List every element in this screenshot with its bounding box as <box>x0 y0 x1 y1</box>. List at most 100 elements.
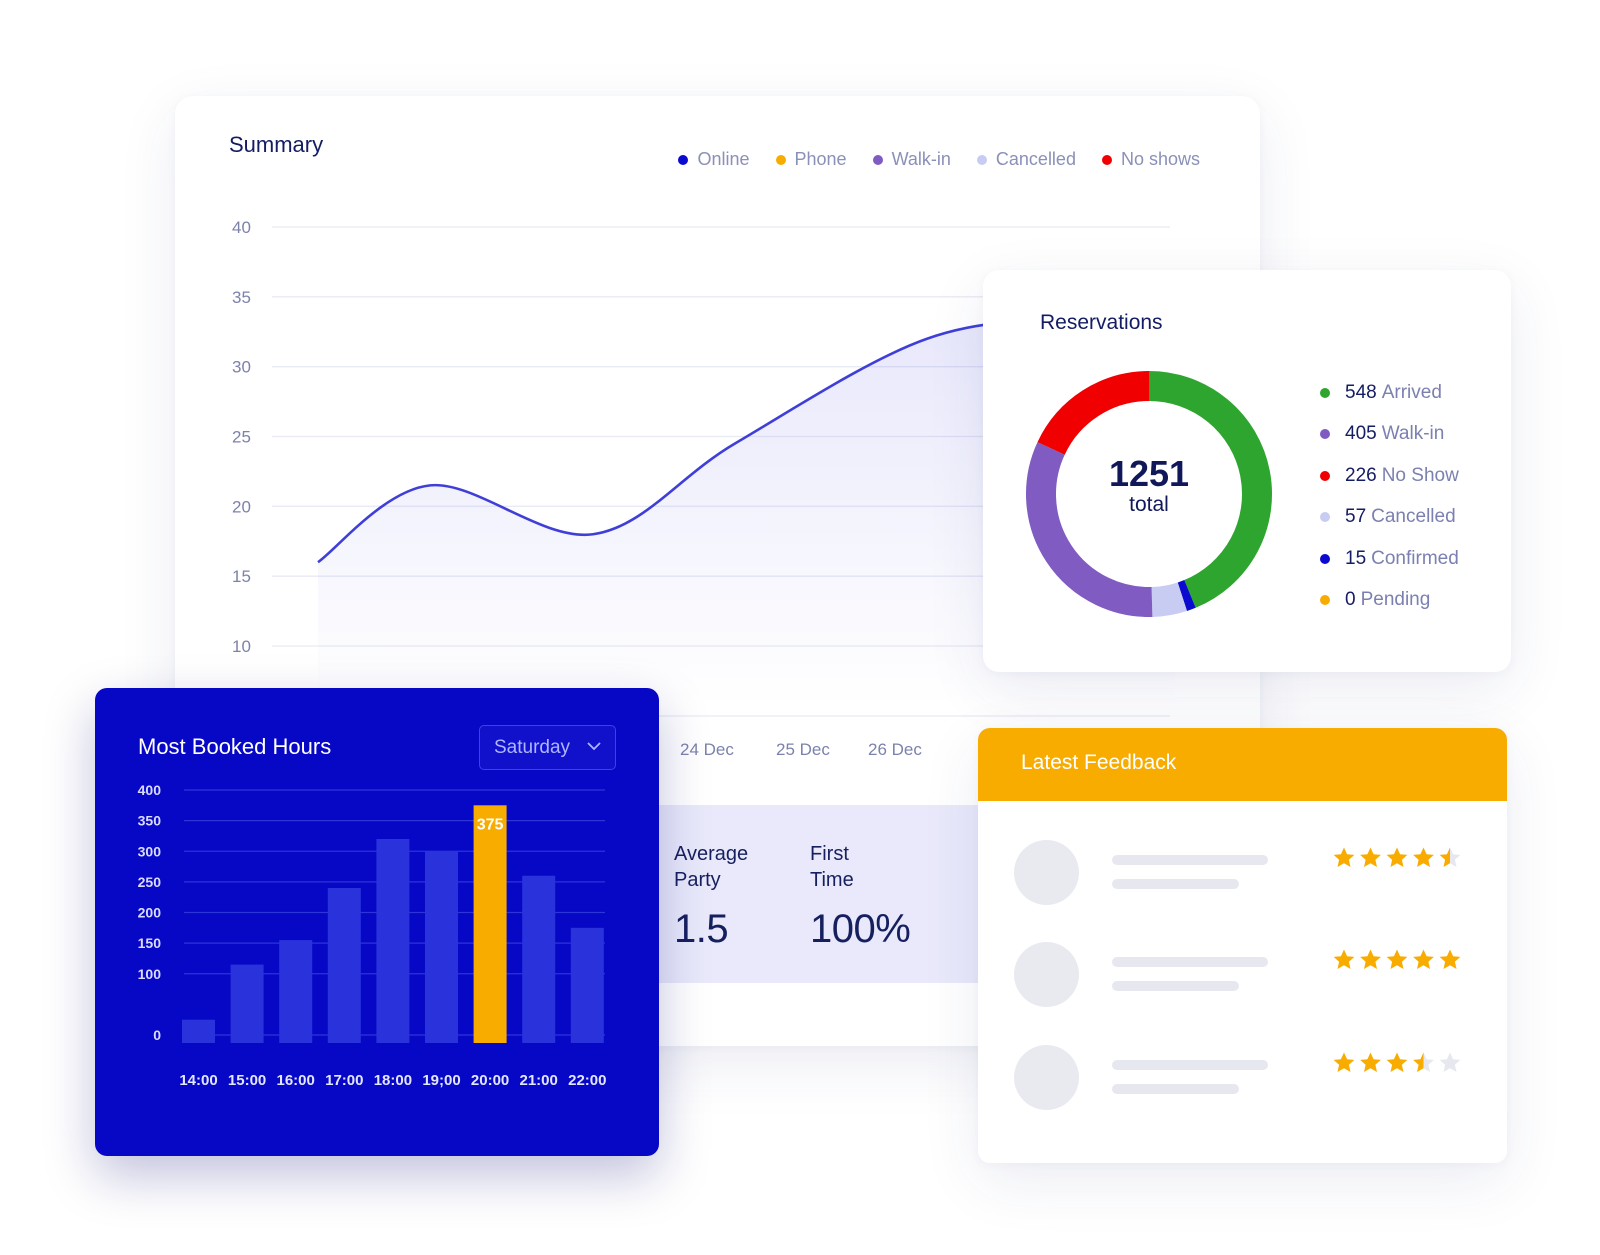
donut-slice-cancelled[interactable] <box>1151 582 1187 617</box>
star-icon <box>1386 949 1408 969</box>
reservations-title: Reservations <box>1040 311 1163 334</box>
reservation-count: 226 <box>1345 464 1377 486</box>
reservation-count: 57 <box>1345 506 1367 528</box>
star-icon <box>1413 847 1434 867</box>
y-tick-label: 15 <box>232 567 251 586</box>
legend-label: Online <box>697 149 750 169</box>
legend-dot-icon <box>872 154 883 165</box>
legend-item-cancelled[interactable]: Cancelled <box>976 149 1076 170</box>
legend-item-online[interactable]: Online <box>678 149 750 170</box>
feedback-item[interactable] <box>978 942 1507 1022</box>
legend-label: Walk-in <box>891 149 951 169</box>
text-placeholder-line <box>1112 879 1239 889</box>
legend-item-walk-in[interactable]: Walk-in <box>872 149 951 170</box>
star-icon <box>1439 1052 1461 1072</box>
feedback-item[interactable] <box>978 840 1507 920</box>
bar-y-tick-label: 200 <box>138 905 162 921</box>
legend-dot-icon <box>1320 429 1330 440</box>
bar-x-tick-label: 16:00 <box>277 1072 315 1089</box>
summary-title: Summary <box>229 132 324 157</box>
reservation-item-walk-in[interactable]: 405 Walk-in <box>1320 414 1459 456</box>
bar-15:00[interactable] <box>230 964 264 1043</box>
star-icon <box>1386 1052 1408 1072</box>
star-icon <box>1386 847 1408 867</box>
stat-average-party: Average Party 1.5 <box>674 841 748 952</box>
legend-label: Phone <box>794 149 847 169</box>
stat-value: 100% <box>810 907 911 951</box>
star-icon <box>1360 1052 1381 1072</box>
feedback-title: Latest Feedback <box>1021 751 1177 774</box>
reservation-item-confirmed[interactable]: 15 Confirmed <box>1320 538 1459 580</box>
x-tick-label: 26 Dec <box>868 740 922 759</box>
chevron-down-icon <box>587 742 601 751</box>
bar-14:00[interactable] <box>182 1019 215 1043</box>
stat-first-time: First Time 100% <box>810 841 911 952</box>
donut-slice-walk-in[interactable] <box>1026 442 1153 617</box>
bar-y-tick-label: 300 <box>138 843 162 859</box>
y-tick-label: 40 <box>232 218 251 237</box>
legend-dot-icon <box>775 154 786 165</box>
feedback-header: Latest Feedback <box>978 728 1507 801</box>
reservation-label: Confirmed <box>1371 547 1459 569</box>
reservation-label: Arrived <box>1381 381 1442 403</box>
text-placeholder-line <box>1112 981 1239 991</box>
bar-x-tick-label: 18:00 <box>374 1072 412 1089</box>
star-icon <box>1413 1052 1434 1072</box>
reservation-item-cancelled[interactable]: 57 Cancelled <box>1320 497 1459 539</box>
bar-21:00[interactable] <box>522 875 556 1043</box>
bar-x-tick-label: 21:00 <box>520 1072 558 1089</box>
legend-dot-icon <box>1101 154 1112 165</box>
x-tick-label: 25 Dec <box>776 740 830 759</box>
text-placeholder-line <box>1112 855 1268 865</box>
text-placeholder-line <box>1112 1060 1268 1070</box>
y-tick-label: 30 <box>232 358 251 377</box>
avatar <box>1014 942 1079 1007</box>
bar-y-tick-label: 150 <box>138 935 162 951</box>
star-icon <box>1360 949 1381 969</box>
star-icon <box>1333 847 1355 867</box>
reservations-legend: 548 Arrived 405 Walk-in 226 No Show 57 Cancelle… <box>1320 372 1459 621</box>
donut-center: 1251 total <box>1088 455 1210 517</box>
bar-18:00[interactable] <box>376 839 410 1043</box>
reservation-item-pending[interactable]: 0 Pending <box>1320 580 1459 622</box>
reservation-label: Pending <box>1360 589 1431 611</box>
donut-slice-confirmed[interactable] <box>1177 579 1196 611</box>
bar-x-tick-label: 17:00 <box>325 1072 363 1089</box>
y-tick-label: 25 <box>232 428 251 447</box>
star-rating <box>1333 1052 1461 1072</box>
most-booked-hours-card: 400 350 300 250 200 150 100 0 14:00 15:00 16:00 17:… <box>95 688 659 1156</box>
donut-slice-arrived[interactable] <box>1148 371 1272 608</box>
bar-x-tick-label: 22:00 <box>568 1072 606 1089</box>
star-rating <box>1333 847 1461 867</box>
bar-17:00[interactable] <box>327 888 361 1043</box>
day-select-value: Saturday <box>494 736 571 758</box>
legend-dot-icon <box>678 154 689 165</box>
reservation-count: 548 <box>1345 381 1377 403</box>
booked-title: Most Booked Hours <box>138 734 332 759</box>
day-select[interactable]: Saturday <box>479 725 616 770</box>
donut-total: 1251 <box>1108 453 1190 494</box>
avatar <box>1014 1045 1079 1110</box>
bar-x-tick-label: 14:00 <box>179 1072 217 1089</box>
reservation-item-no-show[interactable]: 226 No Show <box>1320 455 1459 497</box>
star-icon <box>1333 949 1355 969</box>
reservation-item-arrived[interactable]: 548 Arrived <box>1320 372 1459 414</box>
star-icon <box>1439 949 1461 969</box>
legend-item-phone[interactable]: Phone <box>775 149 847 170</box>
star-icon <box>1413 949 1434 969</box>
bar-19;00[interactable] <box>425 851 458 1043</box>
reservations-donut <box>1026 371 1272 617</box>
bar-22:00[interactable] <box>570 927 604 1043</box>
bar-x-tick-label: 15:00 <box>228 1072 266 1089</box>
text-placeholder-line <box>1112 1084 1239 1094</box>
bar-y-tick-label: 350 <box>138 813 162 829</box>
donut-slice-no-show[interactable] <box>1037 371 1150 456</box>
bar-y-tick-label: 400 <box>138 782 162 798</box>
y-tick-label: 20 <box>232 497 251 516</box>
reservations-card: Reservations 1251 total 548 Arrived 405 Wal… <box>983 270 1511 672</box>
reservation-label: Walk-in <box>1381 423 1445 445</box>
bar-20:00[interactable] <box>473 805 507 1043</box>
feedback-item[interactable] <box>978 1045 1507 1125</box>
bar-16:00[interactable] <box>279 940 313 1043</box>
legend-item-no-shows[interactable]: No shows <box>1101 149 1200 170</box>
